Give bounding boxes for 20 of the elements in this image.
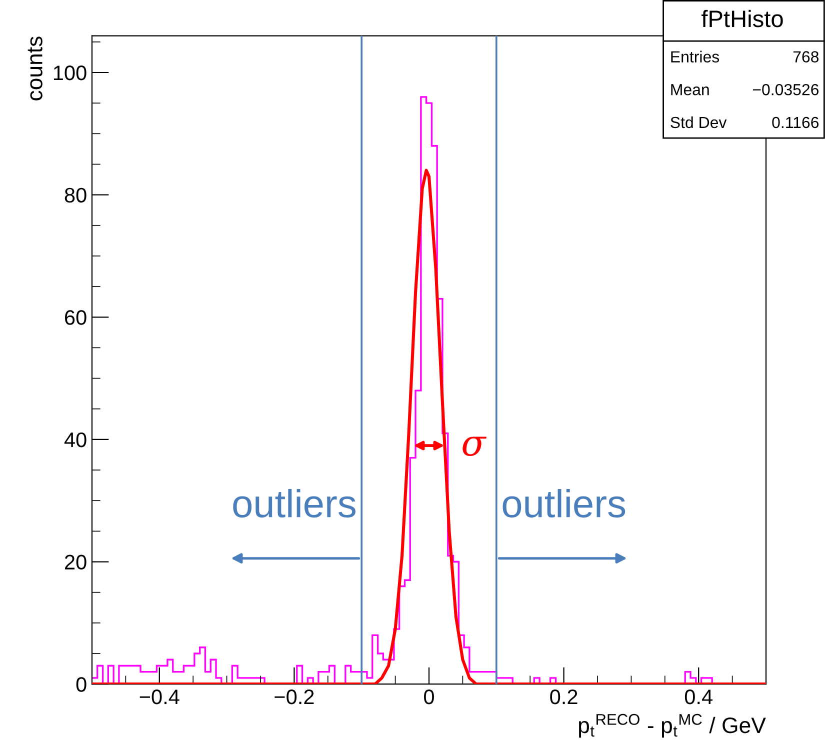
annotation: outliers <box>233 489 356 518</box>
text: Std Dev 0.1166 <box>670 116 819 128</box>
x-tick-label: 0.4 <box>684 689 712 704</box>
x-tick-label: −0.2 <box>274 689 314 704</box>
y-tick-label: 60 <box>65 310 86 325</box>
x-tick-label: −0.4 <box>140 689 180 704</box>
text: fPtHisto <box>702 10 783 28</box>
x-axis-title: p$_{t}$$^{RECO}$ - p$_{t}$$^{MC}$ / GeV <box>579 714 766 738</box>
y-tick-label: 100 <box>54 66 86 80</box>
text: Mean −0.03526 <box>671 84 819 96</box>
y-tick-label: 40 <box>64 432 86 448</box>
y-axis-title: counts <box>28 36 42 100</box>
x-tick-label: 0.2 <box>550 689 578 704</box>
annotation: outliers <box>502 489 626 518</box>
x-tick-label: 0 <box>424 689 434 704</box>
y-tick-label: 80 <box>64 188 86 203</box>
y-tick-label: 20 <box>65 554 86 570</box>
y-tick-label: 0 <box>76 677 86 692</box>
annotation: σ <box>462 436 487 456</box>
text: Entries 768 <box>671 50 819 62</box>
